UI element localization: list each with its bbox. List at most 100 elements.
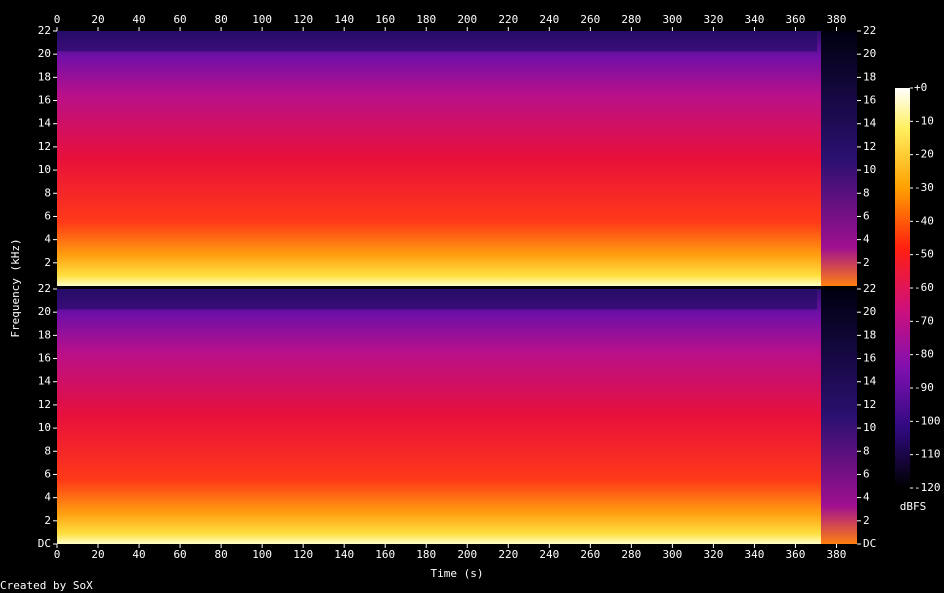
x-tick-label: 200: [457, 13, 477, 26]
y-tick-label: 20: [38, 47, 51, 60]
spectrogram-panel: [57, 31, 857, 286]
x-axis-label: Time (s): [431, 567, 484, 580]
x-tick-label: 60: [173, 13, 186, 26]
x-tick-label: 0: [54, 548, 61, 561]
colorbar-tick-label: -40: [914, 214, 934, 227]
y-tick-label: 2: [863, 514, 870, 527]
x-tick-label: 300: [662, 13, 682, 26]
y-tick-label: 8: [44, 444, 51, 457]
x-tick-label: 300: [662, 548, 682, 561]
x-tick-label: 380: [827, 548, 847, 561]
colorbar-tick-label: -30: [914, 181, 934, 194]
y-tick-label: 12: [863, 140, 876, 153]
y-tick-label: 6: [863, 209, 870, 222]
x-tick-label: 280: [621, 13, 641, 26]
colorbar-tick-label: -20: [914, 148, 934, 161]
y-tick-label: 14: [38, 117, 52, 130]
y-tick-label: 4: [44, 491, 51, 504]
x-tick-label: 320: [703, 548, 723, 561]
y-tick-label: 18: [863, 70, 876, 83]
x-tick-label: 40: [132, 548, 145, 561]
y-tick-label: 22: [38, 24, 51, 37]
colorbar-tick-label: -100: [914, 414, 941, 427]
top-band: [57, 289, 817, 310]
y-tick-label: DC: [38, 537, 51, 550]
colorbar-tick-label: -70: [914, 314, 934, 327]
colorbar-tick-label: -60: [914, 281, 934, 294]
y-tick-label: 10: [38, 421, 51, 434]
y-tick-label: 10: [38, 163, 51, 176]
y-tick-label: 16: [863, 352, 876, 365]
y-tick-label: 22: [863, 282, 876, 295]
x-tick-label: 120: [293, 13, 313, 26]
x-tick-label: 20: [91, 548, 104, 561]
y-tick-label: 12: [863, 398, 876, 411]
colorbar-tick-label: -110: [914, 448, 941, 461]
y-tick-label: 20: [863, 47, 876, 60]
colorbar-tick-label: -90: [914, 381, 934, 394]
x-tick-label: 80: [214, 548, 227, 561]
y-tick-label: 20: [38, 305, 51, 318]
x-tick-label: 180: [416, 548, 436, 561]
y-tick-label: 10: [863, 421, 876, 434]
y-tick-label: 22: [863, 24, 876, 37]
x-tick-label: 360: [786, 548, 806, 561]
x-tick-label: 100: [252, 13, 272, 26]
x-tick-label: 80: [214, 13, 227, 26]
x-tick-label: 220: [498, 548, 518, 561]
colorbar-tick-label: -10: [914, 114, 934, 127]
y-tick-label: 6: [44, 209, 51, 222]
x-tick-label: 200: [457, 548, 477, 561]
y-tick-label: 2: [44, 256, 51, 269]
colorbar-tick-label: -80: [914, 348, 934, 361]
y-tick-label: 12: [38, 398, 51, 411]
x-tick-label: 60: [173, 548, 186, 561]
y-tick-label: 8: [44, 186, 51, 199]
y-tick-label: 8: [863, 186, 870, 199]
y-tick-label: 4: [863, 491, 870, 504]
colorbar-label: dBFS: [900, 500, 927, 513]
y-tick-label: 6: [44, 467, 51, 480]
y-tick-label: 6: [863, 467, 870, 480]
x-tick-label: 260: [580, 13, 600, 26]
y-tick-label: 14: [38, 375, 52, 388]
y-tick-label: 16: [863, 94, 876, 107]
x-tick-label: 20: [91, 13, 104, 26]
x-tick-label: 260: [580, 548, 600, 561]
y-tick-label: 12: [38, 140, 51, 153]
y-tick-label: 20: [863, 305, 876, 318]
y-tick-label: 4: [44, 233, 51, 246]
colorbar-tick-label: -50: [914, 248, 934, 261]
colorbar: [895, 88, 910, 488]
colorbar-tick-label: -120: [914, 481, 941, 494]
top-band: [57, 31, 817, 52]
x-tick-label: 240: [539, 548, 559, 561]
y-tick-label: 14: [863, 117, 877, 130]
x-tick-label: 360: [786, 13, 806, 26]
y-tick-label: 16: [38, 352, 51, 365]
x-tick-label: 140: [334, 548, 354, 561]
y-tick-label: DC: [863, 537, 876, 550]
x-tick-label: 0: [54, 13, 61, 26]
x-tick-label: 340: [744, 548, 764, 561]
y-tick-label: 2: [863, 256, 870, 269]
x-tick-label: 180: [416, 13, 436, 26]
x-tick-label: 140: [334, 13, 354, 26]
silence-tail: [821, 289, 857, 544]
x-tick-label: 340: [744, 13, 764, 26]
y-tick-label: 10: [863, 163, 876, 176]
x-tick-label: 280: [621, 548, 641, 561]
y-tick-label: 18: [38, 328, 51, 341]
x-tick-label: 220: [498, 13, 518, 26]
y-axis-label: Frequency (kHz): [9, 238, 22, 337]
x-tick-label: 380: [827, 13, 847, 26]
silence-tail: [821, 31, 857, 286]
x-tick-label: 100: [252, 548, 272, 561]
x-tick-label: 40: [132, 13, 145, 26]
y-tick-label: 4: [863, 233, 870, 246]
footer: Created by SoX: [0, 579, 93, 592]
y-tick-label: 18: [38, 70, 51, 83]
x-tick-label: 120: [293, 548, 313, 561]
y-tick-label: 18: [863, 328, 876, 341]
